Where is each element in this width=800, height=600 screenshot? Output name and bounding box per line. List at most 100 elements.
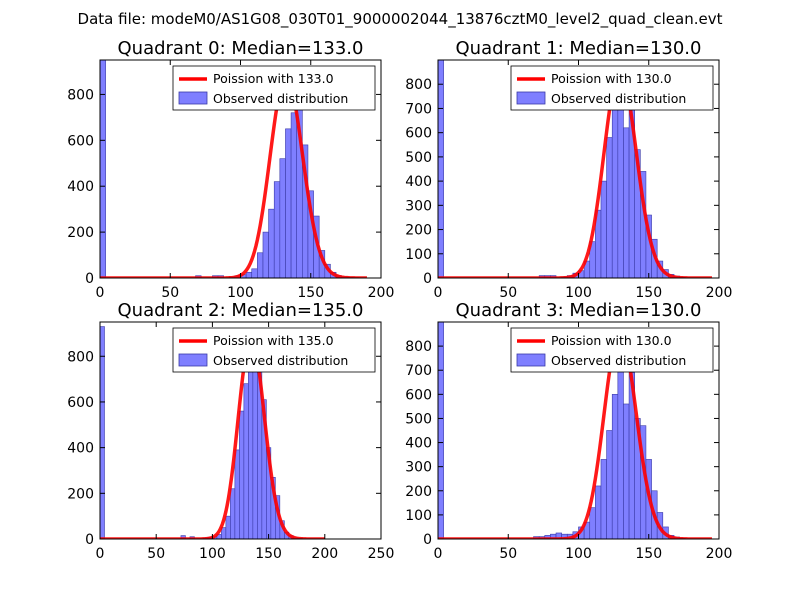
histogram-bar xyxy=(438,322,444,539)
y-tick-label: 100 xyxy=(405,247,432,263)
poisson-fit-line xyxy=(438,329,712,539)
histogram-bar xyxy=(230,488,236,539)
y-tick-label: 800 xyxy=(405,77,432,93)
y-tick-label: 200 xyxy=(405,223,432,239)
x-tick-label: 150 xyxy=(635,285,662,301)
y-tick-label: 0 xyxy=(423,532,432,548)
legend: Poission with 130.0 Observed distribution xyxy=(510,65,714,111)
y-tick-label: 700 xyxy=(405,101,432,117)
x-tick-label: 100 xyxy=(227,285,254,301)
x-tick-label: 200 xyxy=(706,546,733,562)
x-tick-label: 200 xyxy=(368,285,395,301)
histogram-bar xyxy=(600,459,607,539)
figure-suptitle: Data file: modeM0/AS1G08_030T01_90000020… xyxy=(78,10,723,29)
legend: Poission with 133.0 Observed distribution xyxy=(172,65,376,111)
x-tick-label: 100 xyxy=(199,546,226,562)
axes-frame xyxy=(99,321,382,540)
legend: Poission with 135.0 Observed distribution xyxy=(172,327,376,373)
histogram-bar xyxy=(606,137,613,278)
y-tick-label: 800 xyxy=(67,87,94,103)
x-tick-label: 0 xyxy=(434,546,443,562)
y-tick-label: 800 xyxy=(405,339,432,355)
y-tick-label: 400 xyxy=(67,179,94,195)
legend-bar-label: Observed distribution xyxy=(551,353,686,368)
legend-bar-swatch xyxy=(516,91,546,105)
y-tick-label: 500 xyxy=(405,150,432,166)
histogram-bar xyxy=(285,128,292,278)
panel-title: Quadrant 0: Median=133.0 xyxy=(118,38,364,59)
y-tick-label: 400 xyxy=(67,441,94,457)
x-tick-label: 150 xyxy=(297,285,324,301)
poisson-fit-line xyxy=(100,74,367,278)
y-tick-label: 600 xyxy=(67,395,94,411)
x-tick-label: 100 xyxy=(565,546,592,562)
histogram-bar xyxy=(234,449,240,539)
y-tick-label: 800 xyxy=(67,349,94,365)
histogram-bar xyxy=(606,430,613,539)
chart-panel-1: 0 50 100 150 200 0 100 200 300 400 500 600 700 800 Qua… xyxy=(405,38,732,301)
x-tick-label: 150 xyxy=(635,546,662,562)
panel-title: Quadrant 3: Median=130.0 xyxy=(456,300,702,321)
histogram-bar xyxy=(611,394,619,539)
legend-line-label: Poission with 130.0 xyxy=(551,333,672,348)
histogram-bar xyxy=(273,181,281,278)
histogram-bar xyxy=(600,180,607,278)
histogram-bar xyxy=(290,112,297,278)
histogram-bar xyxy=(100,60,106,278)
y-tick-label: 200 xyxy=(67,225,94,241)
x-tick-label: 150 xyxy=(255,546,282,562)
y-tick-label: 0 xyxy=(423,271,432,287)
legend-bar-swatch xyxy=(178,353,208,367)
x-tick-label: 200 xyxy=(706,285,733,301)
chart-panel-3: 0 50 100 150 200 0 100 200 300 400 500 600 700 800 Qua… xyxy=(405,300,732,562)
x-tick-label: 0 xyxy=(434,285,443,301)
y-tick-label: 400 xyxy=(405,436,432,452)
x-tick-label: 0 xyxy=(96,285,105,301)
legend-bar-swatch xyxy=(516,353,546,367)
histogram-bar xyxy=(438,60,444,278)
y-tick-label: 600 xyxy=(405,387,432,403)
histogram-bar xyxy=(268,208,275,278)
y-tick-label: 200 xyxy=(67,486,94,502)
histogram-bar xyxy=(623,403,630,539)
legend-line-label: Poission with 133.0 xyxy=(213,71,334,86)
y-tick-label: 300 xyxy=(405,460,432,476)
histogram-bar xyxy=(257,252,264,278)
chart-panel-0: 0 50 100 150 200 0 200 400 600 800 Quadrant 0: Med… xyxy=(67,38,394,301)
legend-bar-swatch xyxy=(178,91,208,105)
panel-title: Quadrant 1: Median=130.0 xyxy=(456,38,702,59)
x-tick-label: 50 xyxy=(499,285,517,301)
y-tick-label: 500 xyxy=(405,411,432,427)
x-tick-label: 50 xyxy=(499,546,517,562)
panel-title: Quadrant 2: Median=135.0 xyxy=(118,300,364,321)
x-tick-label: 200 xyxy=(311,546,338,562)
histogram-bars xyxy=(438,60,686,278)
histogram-bar xyxy=(589,507,596,539)
histogram-bar xyxy=(248,360,254,539)
y-tick-label: 600 xyxy=(67,133,94,149)
histogram-bar xyxy=(262,231,269,278)
histogram-bar xyxy=(611,108,619,278)
x-tick-label: 0 xyxy=(96,546,105,562)
histogram-bar xyxy=(239,410,245,539)
x-tick-label: 250 xyxy=(368,546,395,562)
poisson-fit-line xyxy=(438,67,712,278)
x-tick-label: 50 xyxy=(147,546,165,562)
histogram-bar xyxy=(251,268,258,278)
chart-panel-2: 0 50 100 150 200 250 0 200 400 600 800 Quadrant 2: … xyxy=(67,300,394,562)
legend-bar-label: Observed distribution xyxy=(551,91,686,106)
histogram-bar xyxy=(245,271,253,278)
y-tick-label: 600 xyxy=(405,126,432,142)
histogram-bar xyxy=(595,485,602,539)
y-tick-label: 100 xyxy=(405,508,432,524)
histogram-bar xyxy=(617,345,624,539)
y-tick-label: 300 xyxy=(405,198,432,214)
histogram-bars xyxy=(100,326,303,539)
histogram-bar xyxy=(279,158,286,278)
legend-line-label: Poission with 130.0 xyxy=(551,71,672,86)
histogram-bar xyxy=(100,326,105,539)
histogram-bar xyxy=(243,383,249,539)
x-tick-label: 100 xyxy=(565,285,592,301)
y-tick-label: 700 xyxy=(405,363,432,379)
